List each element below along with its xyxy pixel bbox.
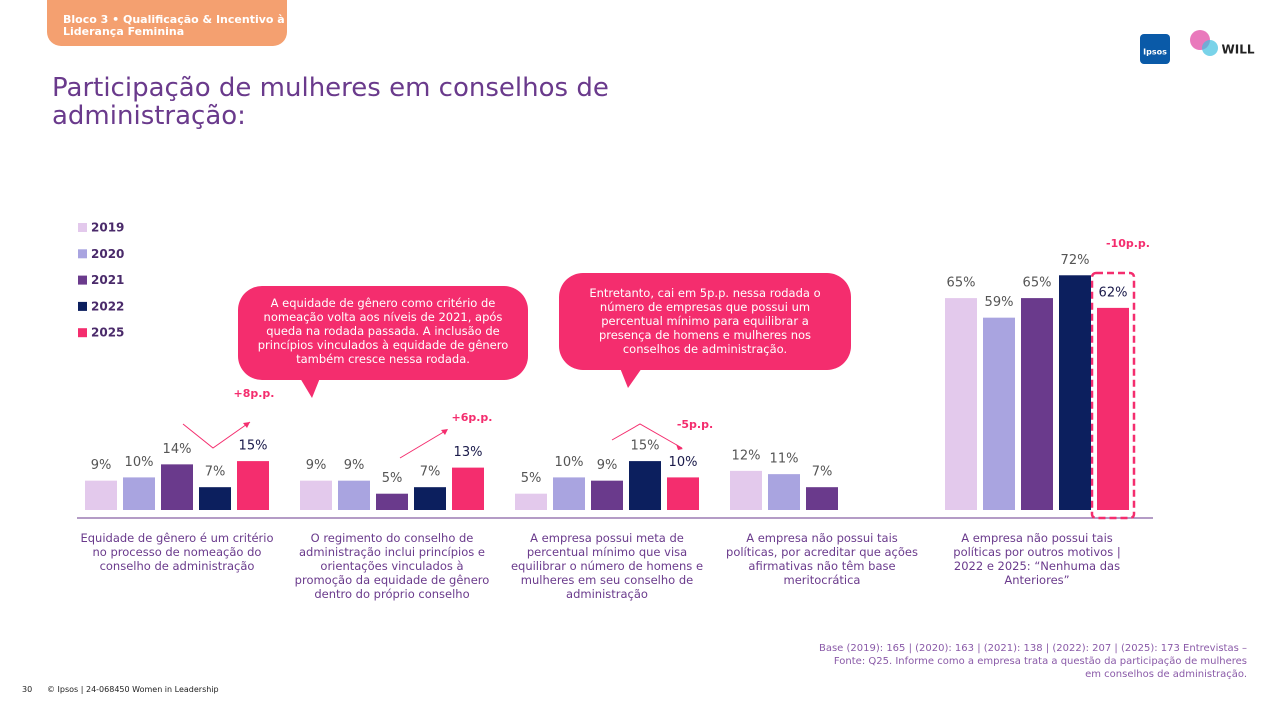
- value-label: 7%: [420, 465, 441, 480]
- bar: [667, 477, 699, 510]
- callout-tail: [620, 368, 642, 388]
- x-tick-label: A empresa possui meta de percentual míni…: [510, 531, 704, 601]
- copyright: © Ipsos | 24-068450 Women in Leadership: [47, 685, 219, 694]
- callout: A equidade de gênero como critério de no…: [238, 286, 528, 380]
- value-label: 10%: [669, 455, 698, 470]
- logo-text: WILL: [1222, 43, 1255, 57]
- bar: [553, 477, 585, 510]
- value-label: 65%: [1023, 276, 1052, 291]
- bar: [768, 474, 800, 510]
- legend-swatch: [78, 249, 87, 259]
- bar: [300, 480, 332, 510]
- value-label: 7%: [812, 465, 833, 480]
- legend-label: 2019: [91, 221, 124, 235]
- bar: [199, 487, 231, 510]
- trend-arrow: [182, 421, 251, 449]
- value-label: 72%: [1061, 253, 1090, 268]
- legend-swatch: [78, 301, 87, 311]
- value-label: 62%: [1099, 285, 1128, 300]
- value-label: 9%: [91, 458, 112, 473]
- legend-swatch: [78, 223, 87, 232]
- bar: [237, 461, 269, 510]
- value-label: 65%: [947, 276, 976, 291]
- bar: [376, 493, 408, 510]
- value-label: 9%: [597, 458, 618, 473]
- arrow-head: [243, 422, 250, 428]
- change-annotation: +8p.p.: [234, 387, 275, 400]
- ipsos-logo: [1140, 34, 1170, 64]
- legend-swatch: [78, 328, 87, 338]
- value-label: 15%: [631, 439, 660, 454]
- legend-label: 2020: [91, 247, 124, 261]
- legend-label: 2021: [91, 273, 124, 287]
- legend-label: 2025: [91, 326, 124, 340]
- value-label: 9%: [344, 458, 365, 473]
- section-badge: Bloco 3 • Qualificação & Incentivo à Lid…: [47, 0, 287, 46]
- value-label: 14%: [163, 442, 192, 457]
- bar: [1021, 298, 1053, 510]
- bar: [1059, 275, 1091, 510]
- change-annotation: +6p.p.: [452, 411, 493, 424]
- value-label: 12%: [732, 448, 761, 463]
- chart-title: Participação de mulheres em conselhos de…: [52, 73, 609, 131]
- bar: [85, 480, 117, 510]
- bar: [945, 298, 977, 510]
- trend-arrow: [611, 423, 683, 449]
- bar: [806, 487, 838, 510]
- value-label: 9%: [306, 458, 327, 473]
- value-label: 10%: [555, 455, 584, 470]
- change-annotation: -5p.p.: [677, 418, 713, 431]
- x-tick-label: Equidade de gênero é um critério no proc…: [80, 531, 274, 573]
- arrow-head: [676, 444, 683, 450]
- callout-tail: [300, 378, 320, 398]
- x-tick-label: O regimento do conselho de administração…: [294, 531, 490, 601]
- x-tick-label: A empresa não possui tais políticas por …: [953, 531, 1121, 587]
- trend-arrow: [399, 429, 448, 459]
- value-label: 5%: [521, 471, 542, 486]
- highlight-box: [1090, 271, 1136, 520]
- legend-swatch: [78, 275, 87, 285]
- bar: [515, 493, 547, 510]
- logo-text: Ipsos: [1143, 48, 1167, 57]
- bar: [983, 317, 1015, 510]
- bar: [161, 464, 193, 510]
- value-label: 10%: [125, 455, 154, 470]
- value-label: 7%: [205, 465, 226, 480]
- bar: [338, 480, 370, 510]
- bar: [730, 470, 762, 510]
- x-tick-label: A empresa não possui tais políticas, por…: [726, 531, 918, 587]
- will-logo: [1202, 40, 1218, 56]
- bar: [414, 487, 446, 510]
- callout: Entretanto, cai em 5p.p. nessa rodada o …: [559, 273, 851, 370]
- legend-label: 2022: [91, 299, 124, 313]
- value-label: 11%: [770, 452, 799, 467]
- value-label: 5%: [382, 471, 403, 486]
- bar: [591, 480, 623, 510]
- change-annotation: -10p.p.: [1106, 237, 1150, 250]
- page-number: 30: [22, 685, 33, 694]
- source-note: Base (2019): 165 | (2020): 163 | (2021):…: [818, 643, 1247, 680]
- bar: [123, 477, 155, 510]
- value-label: 13%: [454, 445, 483, 460]
- bar: [452, 467, 484, 510]
- value-label: 59%: [985, 295, 1014, 310]
- bar: [1097, 307, 1129, 510]
- arrow-head: [441, 429, 448, 435]
- value-label: 15%: [239, 439, 268, 454]
- bar: [629, 461, 661, 510]
